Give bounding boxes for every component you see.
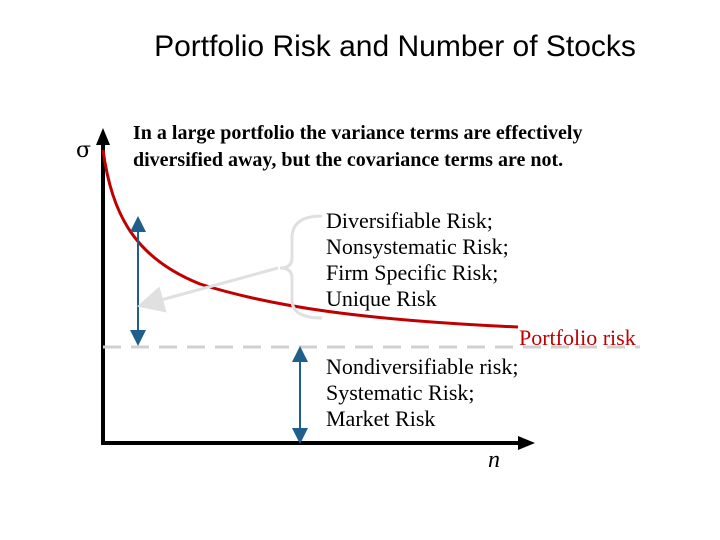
diversifiable-risk-line: Nonsystematic Risk; — [326, 234, 509, 259]
caption-line-1: In a large portfolio the variance terms … — [133, 122, 583, 144]
portfolio-risk-label: Portfolio risk — [519, 325, 636, 350]
nondiversifiable-risk-label: Nondiversifiable risk; Systematic Risk; … — [326, 354, 518, 432]
nondiversifiable-risk-line: Market Risk — [326, 406, 436, 431]
brace-pointer-arrow — [136, 266, 279, 313]
nondiversifiable-risk-line: Nondiversifiable risk; — [326, 354, 519, 379]
diversifiable-risk-line: Diversifiable Risk; — [326, 208, 493, 233]
diversifiable-risk-line: Firm Specific Risk; — [326, 260, 499, 285]
x-axis-symbol: n — [488, 447, 500, 473]
diversifiable-risk-line: Unique Risk — [326, 286, 437, 311]
diversifiable-risk-label: Diversifiable Risk; Nonsystematic Risk; … — [326, 208, 509, 312]
caption-line-2: diversified away, but the covariance ter… — [133, 149, 564, 171]
y-axis-arrowhead — [96, 128, 110, 145]
nondiversifiable-risk-line: Systematic Risk; — [326, 380, 475, 405]
x-axis-arrowhead — [518, 436, 535, 450]
caption: In a large portfolio the variance terms … — [133, 120, 713, 174]
diversifiable-risk-brace — [279, 214, 323, 320]
page-title: Portfolio Risk and Number of Stocks — [154, 30, 636, 63]
y-axis-symbol: σ — [76, 138, 92, 163]
